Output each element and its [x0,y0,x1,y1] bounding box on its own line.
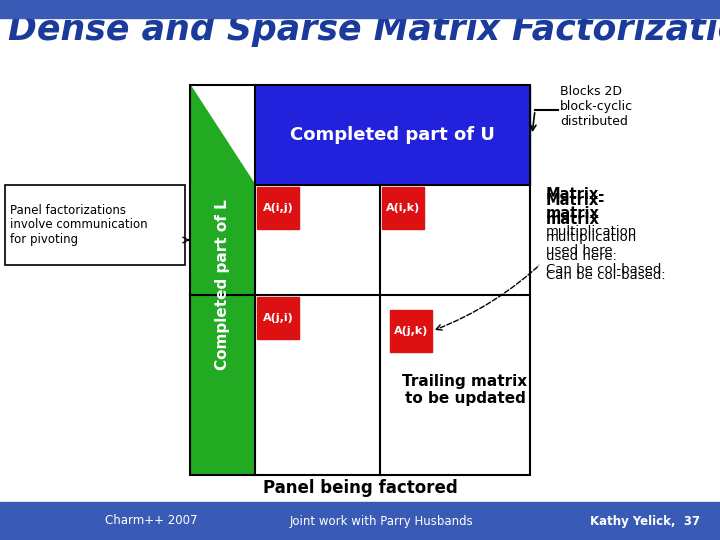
Bar [257,187,299,229]
Text: Can be col-based.: Can be col-based. [546,269,665,282]
Text: matrix: matrix [546,206,600,221]
Text: used here.: used here. [546,244,617,257]
Polygon shape [190,85,255,475]
Text: matrix: matrix [546,212,600,227]
Bar [382,187,424,229]
Text: Completed part of U: Completed part of U [290,126,495,144]
Bar [540,185,715,300]
Text: A(j,k): A(j,k) [394,326,428,336]
Text: Matrix-: Matrix- [546,193,606,208]
Text: Trailing matrix
to be updated: Trailing matrix to be updated [402,374,528,406]
Text: Kathy Yelick,  37: Kathy Yelick, 37 [590,515,700,528]
Bar [5,185,185,265]
Bar [190,85,530,475]
Text: Blocks 2D
block-cyclic
distributed: Blocks 2D block-cyclic distributed [560,85,633,128]
Text: A(i,k): A(i,k) [386,203,420,213]
Bar [255,185,530,295]
Text: multiplication: multiplication [546,225,637,238]
Text: Charm++ 2007: Charm++ 2007 [105,515,197,528]
Text: A(j,i): A(j,i) [263,313,293,323]
Text: Dense and Sparse Matrix Factorization: Dense and Sparse Matrix Factorization [8,13,720,47]
Text: Completed part of L: Completed part of L [215,200,230,370]
Text: Panel being factored: Panel being factored [263,479,457,497]
Text: multiplication: multiplication [546,231,637,244]
Text: Panel factorizations
involve communication
for pivoting: Panel factorizations involve communicati… [10,204,148,246]
Text: Can be col-based.: Can be col-based. [546,263,665,276]
Text: Joint work with Parry Husbands: Joint work with Parry Husbands [290,515,474,528]
Text: A(i,j): A(i,j) [263,203,293,213]
Bar [0,0,720,18]
Bar [255,295,530,475]
Text: used here.: used here. [546,250,617,263]
Bar [255,85,530,185]
Text: Matrix-: Matrix- [546,187,606,202]
Bar [390,310,432,352]
Bar [190,85,530,475]
Bar [257,297,299,339]
Bar [0,502,720,540]
